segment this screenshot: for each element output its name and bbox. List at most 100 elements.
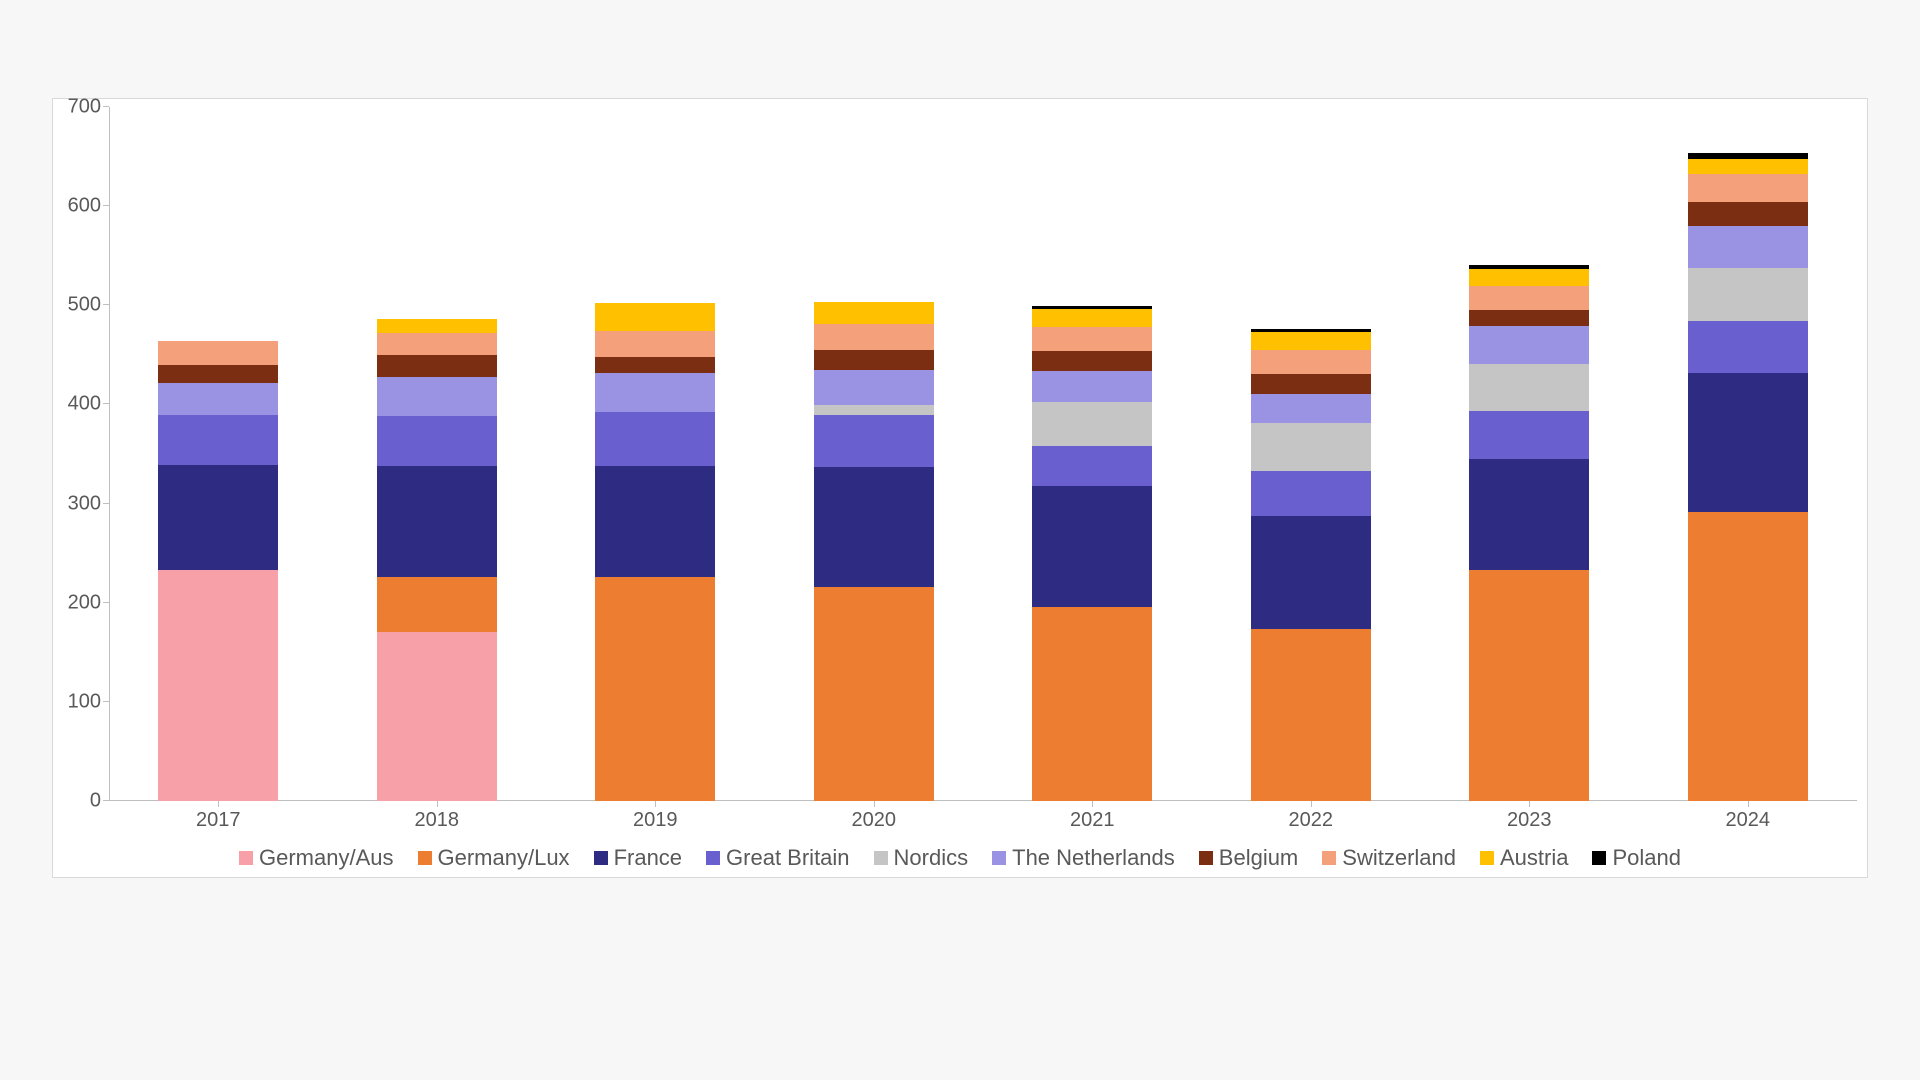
bar-segment-belgium [1251, 374, 1371, 394]
bar-segment-france [595, 466, 715, 577]
bar-segment-belgium [158, 365, 278, 383]
legend-label: Great Britain [726, 845, 850, 871]
bar-segment-belgium [1032, 351, 1152, 371]
y-tick-label: 600 [68, 195, 101, 218]
legend-swatch [594, 851, 608, 865]
x-tick-mark [1311, 801, 1312, 807]
bar-segment-netherlands [1469, 326, 1589, 364]
y-tick-label: 200 [68, 591, 101, 614]
legend-label: The Netherlands [1012, 845, 1175, 871]
bar-segment-gb [1469, 411, 1589, 459]
bar-segment-switzerland [814, 324, 934, 350]
bar-segment-france [377, 466, 497, 577]
legend: Germany/Aus Germany/Lux France Great Britai… [53, 845, 1867, 871]
x-tick-label: 2024 [1726, 809, 1771, 832]
bar-segment-netherlands [1251, 394, 1371, 424]
legend-item-nordics: Nordics [874, 845, 969, 871]
bar-segment-switzerland [377, 333, 497, 355]
bar-segment-france [1688, 373, 1808, 512]
x-tick-label: 2022 [1289, 809, 1334, 832]
legend-item-switzerland: Switzerland [1322, 845, 1456, 871]
bar-segment-france [1469, 459, 1589, 570]
bar-segment-belgium [1469, 310, 1589, 326]
x-tick-mark [655, 801, 656, 807]
y-tick-mark [103, 800, 109, 801]
bar-segment-switzerland [1032, 327, 1152, 351]
bar-segment-gb [1032, 446, 1152, 486]
bar-segment-netherlands [814, 370, 934, 406]
bar-segment-belgium [595, 357, 715, 373]
legend-label: Belgium [1219, 845, 1298, 871]
bar-segment-belgium [1688, 202, 1808, 226]
x-tick-label: 2021 [1070, 809, 1115, 832]
stage: 0100200300400500600700201720182019202020… [0, 0, 1920, 1080]
y-tick-mark [103, 304, 109, 305]
legend-label: Germany/Aus [259, 845, 394, 871]
bar-segment-poland [1032, 306, 1152, 309]
legend-label: Nordics [894, 845, 969, 871]
y-tick-label: 700 [68, 96, 101, 119]
y-tick-label: 500 [68, 294, 101, 317]
y-tick-label: 0 [90, 790, 101, 813]
bar-segment-nordics [1469, 364, 1589, 412]
legend-item-germany_lux: Germany/Lux [418, 845, 570, 871]
bar-segment-nordics [1251, 423, 1371, 471]
bar-segment-gb [1251, 471, 1371, 517]
bar-segment-austria [814, 302, 934, 324]
legend-swatch [874, 851, 888, 865]
bar-segment-gb [814, 415, 934, 467]
x-tick-mark [874, 801, 875, 807]
x-tick-label: 2017 [196, 809, 241, 832]
bar-segment-netherlands [1032, 371, 1152, 403]
bar-segment-france [1251, 516, 1371, 629]
legend-swatch [418, 851, 432, 865]
y-tick-mark [103, 602, 109, 603]
bar-segment-austria [595, 303, 715, 331]
bar-segment-france [1032, 486, 1152, 607]
x-tick-mark [437, 801, 438, 807]
x-tick-label: 2023 [1507, 809, 1552, 832]
y-tick-label: 100 [68, 690, 101, 713]
bar-segment-germany_aus [158, 570, 278, 801]
y-tick-mark [103, 701, 109, 702]
legend-item-netherlands: The Netherlands [992, 845, 1175, 871]
bar-segment-austria [1469, 269, 1589, 287]
y-axis-line [109, 107, 110, 801]
bar-segment-gb [595, 412, 715, 466]
bar-segment-netherlands [158, 383, 278, 416]
bar-segment-nordics [814, 405, 934, 415]
legend-label: Germany/Lux [438, 845, 570, 871]
bar-segment-poland [1469, 265, 1589, 269]
bar-segment-austria [377, 319, 497, 333]
legend-swatch [1322, 851, 1336, 865]
bar-group [1032, 107, 1152, 801]
bar-segment-france [158, 465, 278, 570]
legend-swatch [1480, 851, 1494, 865]
bar-group [1251, 107, 1371, 801]
bar-group [595, 107, 715, 801]
legend-swatch [239, 851, 253, 865]
x-tick-label: 2018 [415, 809, 460, 832]
bar-segment-austria [1688, 159, 1808, 175]
y-tick-label: 400 [68, 393, 101, 416]
legend-item-france: France [594, 845, 682, 871]
y-tick-mark [103, 205, 109, 206]
bar-segment-netherlands [595, 373, 715, 413]
y-tick-mark [103, 106, 109, 107]
legend-swatch [992, 851, 1006, 865]
bar-group [377, 107, 497, 801]
legend-label: Austria [1500, 845, 1568, 871]
legend-label: Switzerland [1342, 845, 1456, 871]
x-axis-line [109, 800, 1857, 801]
bar-segment-germany_lux [1032, 607, 1152, 801]
bar-segment-austria [1032, 309, 1152, 327]
legend-item-poland: Poland [1592, 845, 1681, 871]
plot-area: 0100200300400500600700201720182019202020… [109, 107, 1857, 801]
x-tick-label: 2020 [852, 809, 897, 832]
bar-group [1469, 107, 1589, 801]
legend-swatch [1199, 851, 1213, 865]
legend-label: France [614, 845, 682, 871]
bar-group [158, 107, 278, 801]
x-tick-mark [1529, 801, 1530, 807]
bar-segment-poland [1251, 329, 1371, 332]
